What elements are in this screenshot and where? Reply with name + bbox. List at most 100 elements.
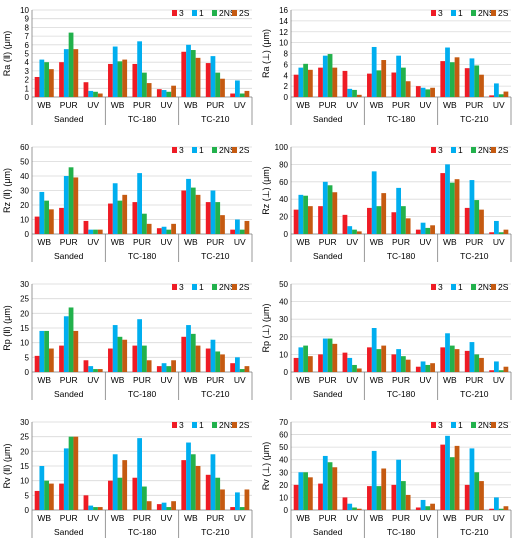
bar-3 [391, 72, 397, 97]
bar-3 [415, 229, 421, 234]
legend-label-1: 1 [199, 8, 204, 18]
bar-2NS [190, 333, 196, 372]
y-tick-label: 5 [25, 50, 30, 59]
x-tick-label: WB [370, 237, 384, 247]
bar-1 [494, 220, 499, 234]
bar-2NS [376, 206, 382, 234]
bar-2NS [474, 354, 480, 372]
legend-swatch-2S [232, 422, 237, 428]
y-tick-label: 3 [25, 67, 30, 76]
y-tick-label: 80 [279, 160, 288, 169]
bar-2NS [93, 229, 98, 234]
y-tick-label: 70 [279, 418, 288, 427]
bar-2NS [117, 477, 123, 510]
bar-1 [494, 497, 499, 510]
bar-2NS [142, 213, 147, 234]
bar-1 [88, 505, 94, 510]
bar-2NS [93, 91, 98, 97]
x-tick-label: WB [184, 237, 198, 247]
bar-3 [34, 216, 40, 234]
bar-1 [210, 190, 216, 234]
bar-2NS [425, 89, 431, 97]
x-tick-label: PUR [465, 375, 483, 385]
bar-1 [371, 450, 377, 510]
legend-label-2S: 2S [498, 282, 509, 292]
bar-3 [489, 370, 495, 372]
legend-swatch-2NS [212, 284, 217, 290]
group-label: TC-210 [201, 527, 230, 537]
legend-swatch-2S [232, 10, 237, 16]
y-tick-label: 20 [20, 201, 29, 210]
x-tick-label: PUR [60, 375, 78, 385]
bar-3 [108, 348, 113, 372]
x-tick-label: PUR [319, 375, 337, 385]
bar-2S [146, 360, 152, 372]
legend-swatch-1 [451, 147, 456, 153]
y-tick-label: 6 [25, 41, 30, 50]
bar-1 [298, 67, 304, 97]
bar-2S [195, 194, 201, 234]
group-label: TC-210 [201, 114, 230, 124]
bar-3 [156, 366, 162, 372]
bar-2NS [498, 370, 504, 372]
bar-2NS [68, 167, 74, 234]
bar-3 [318, 483, 323, 510]
group-label: Sanded [54, 114, 84, 124]
y-tick-label: 30 [20, 280, 29, 289]
bar-3 [181, 190, 187, 234]
bar-1 [469, 342, 475, 372]
x-tick-label: WB [443, 513, 457, 523]
group-label: TC-180 [387, 527, 416, 537]
bar-3 [464, 207, 470, 234]
bar-1 [469, 180, 475, 234]
bar-1 [322, 338, 328, 372]
bar-1 [347, 357, 353, 372]
group-label: Sanded [54, 389, 84, 399]
y-tick-label: 5 [25, 353, 30, 362]
chart-rp-parallel: 0 5 10 15 20 25 30 Rp (Ⅱ) (μm) WB PUR UV WB PUR UV WB P… [2, 280, 253, 400]
y-tick-label: 0 [284, 230, 289, 239]
x-tick-label: UV [346, 237, 358, 247]
legend-label-3: 3 [438, 145, 443, 155]
bar-2NS [498, 508, 504, 510]
y-axis-label: Rv (⊥) (μm) [261, 442, 271, 491]
legend-swatch-1 [192, 10, 197, 16]
bar-1 [235, 80, 240, 97]
bar-3 [440, 444, 446, 510]
y-tick-label: 20 [279, 481, 288, 490]
legend-label-3: 3 [179, 420, 184, 430]
bar-1 [161, 363, 167, 372]
legend-label-2NS: 2NS [219, 145, 236, 155]
bar-3 [293, 484, 299, 510]
x-tick-label: UV [87, 513, 99, 523]
bar-2S [171, 501, 176, 510]
x-tick-label: PUR [465, 513, 483, 523]
bar-1 [298, 194, 304, 234]
y-tick-label: 20 [279, 213, 288, 222]
bar-2S [430, 87, 435, 97]
bar-2S [381, 60, 387, 97]
x-tick-label: WB [296, 100, 310, 110]
x-tick-label: UV [161, 237, 173, 247]
bar-2NS [166, 366, 172, 372]
bar-1 [322, 455, 328, 510]
legend-label-2NS: 2NS [219, 282, 236, 292]
y-tick-label: 20 [20, 309, 29, 318]
x-tick-label: WB [111, 100, 125, 110]
bar-1 [63, 448, 69, 510]
group-label: TC-210 [460, 389, 489, 399]
bar-2NS [352, 507, 357, 510]
bar-3 [108, 480, 113, 510]
x-tick-label: UV [346, 100, 358, 110]
legend-label-2S: 2S [239, 282, 250, 292]
bar-2NS [498, 94, 504, 97]
legend-swatch-2S [491, 422, 496, 428]
bar-2NS [449, 457, 455, 510]
group-label: Sanded [313, 251, 343, 261]
bar-1 [210, 339, 216, 372]
bar-2S [356, 508, 362, 510]
bar-1 [420, 222, 426, 234]
bar-3 [464, 68, 470, 97]
y-tick-label: 5 [25, 491, 30, 500]
